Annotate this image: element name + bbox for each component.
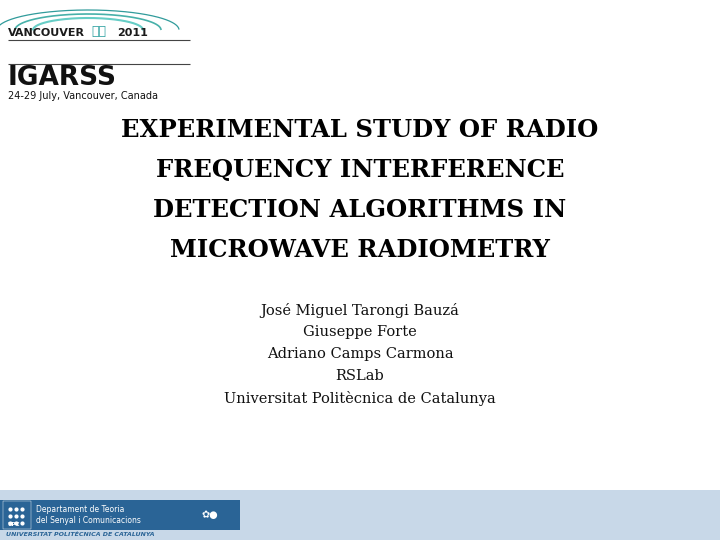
Text: DETECTION ALGORITHMS IN: DETECTION ALGORITHMS IN <box>153 198 567 222</box>
Text: 仙台: 仙台 <box>91 25 106 38</box>
Text: 24-29 July, Vancouver, Canada: 24-29 July, Vancouver, Canada <box>8 91 158 101</box>
Text: MICROWAVE RADIOMETRY: MICROWAVE RADIOMETRY <box>170 238 550 262</box>
Text: UPC: UPC <box>7 522 19 527</box>
Text: FREQUENCY INTERFERENCE: FREQUENCY INTERFERENCE <box>156 158 564 182</box>
Text: 2011: 2011 <box>117 28 148 38</box>
Bar <box>0 500 240 530</box>
Text: RSLab: RSLab <box>336 369 384 383</box>
Text: Giuseppe Forte: Giuseppe Forte <box>303 325 417 339</box>
Bar <box>3 501 31 529</box>
Text: UNIVERSITAT POLITÈCNICA DE CATALUNYA: UNIVERSITAT POLITÈCNICA DE CATALUNYA <box>6 532 155 537</box>
Text: IGARSS: IGARSS <box>8 65 117 91</box>
Text: Departament de Teoria: Departament de Teoria <box>36 505 125 514</box>
Text: del Senyal i Comunicacions: del Senyal i Comunicacions <box>36 516 141 525</box>
Text: Adriano Camps Carmona: Adriano Camps Carmona <box>266 347 454 361</box>
Text: Universitat Politècnica de Catalunya: Universitat Politècnica de Catalunya <box>224 390 496 406</box>
Bar <box>0 490 720 540</box>
Text: EXPERIMENTAL STUDY OF RADIO: EXPERIMENTAL STUDY OF RADIO <box>122 118 598 142</box>
Text: José Miguel Tarongi Bauzá: José Miguel Tarongi Bauzá <box>261 302 459 318</box>
Text: VANCOUVER: VANCOUVER <box>8 28 85 38</box>
Text: ✿●: ✿● <box>201 510 217 520</box>
